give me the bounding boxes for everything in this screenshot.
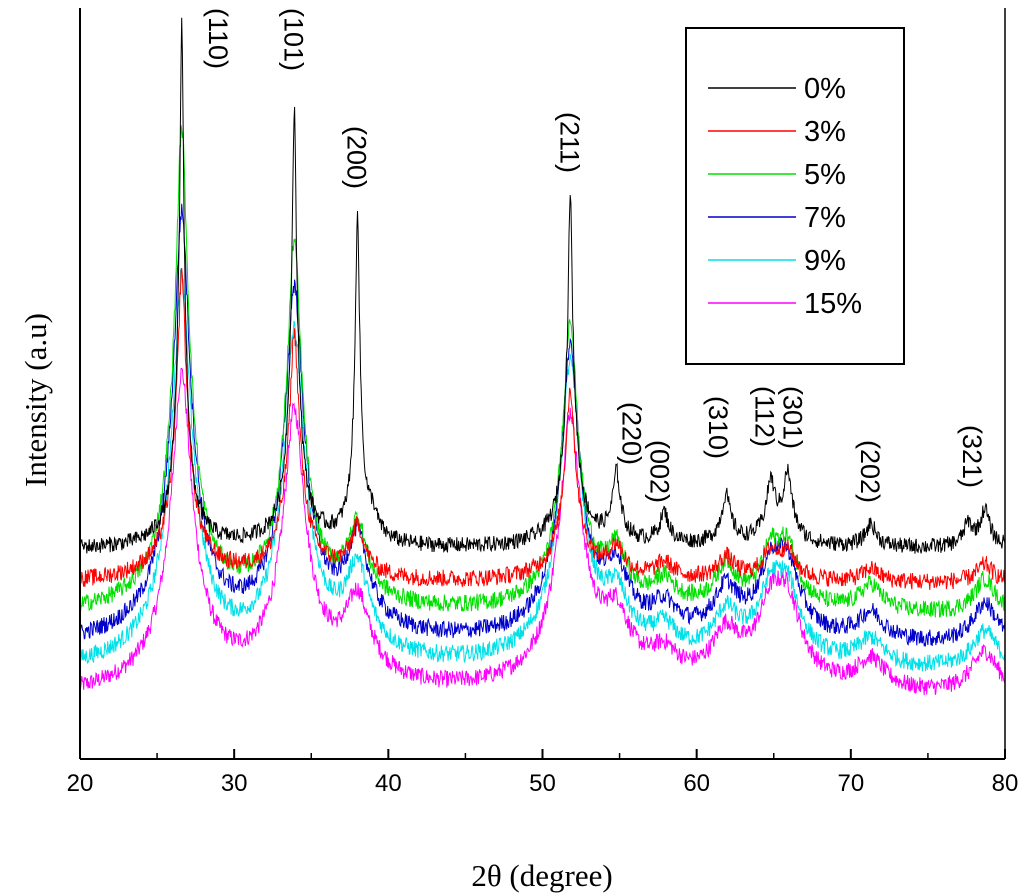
peak-label: (101) [278,8,308,71]
legend-label: 9% [804,245,846,277]
x-tick-label: 60 [683,770,710,797]
peak-label: (301) [778,386,808,449]
x-tick-label: 80 [992,770,1019,797]
x-tick-label: 30 [221,770,248,797]
legend-label: 5% [804,159,846,191]
series-line-7pct [79,203,1006,648]
axes: 20 30 40 50 60 70 80 [67,8,1019,797]
legend-label: 15% [804,288,862,320]
legend-label: 3% [804,116,846,148]
peak-label: (002) [644,440,674,503]
x-tick-label: 40 [375,770,402,797]
x-tick-label: 20 [67,770,94,797]
legend-label: 0% [804,73,846,105]
x-tick-label: 70 [837,770,864,797]
peak-label: (310) [703,396,733,459]
series-layer [79,17,1006,696]
series-line-3pct [79,268,1006,590]
peak-label: (200) [342,126,372,189]
series-line-0pct [79,17,1006,554]
peak-label: (220) [617,402,647,465]
peak-label: (211) [554,112,584,173]
peak-label: (202) [855,440,885,503]
series-line-15pct [79,367,1006,696]
legend-label: 7% [804,202,846,234]
series-line-9pct [79,268,1006,672]
peak-label: (110) [203,8,233,69]
peak-labels: (110) (101) (200) (211) (220)(002) (310) (112)… [203,8,987,503]
peak-label: (112) [750,386,780,447]
y-axis-title: Intensity (a.u) [18,313,53,487]
peak-label: (321) [957,425,987,488]
legend-box [685,27,905,365]
legend: 0% 3% 5% 7% 9% 15% [685,27,905,365]
x-axis-title: 2θ (degree) [471,858,612,893]
x-tick-label: 50 [529,770,556,797]
